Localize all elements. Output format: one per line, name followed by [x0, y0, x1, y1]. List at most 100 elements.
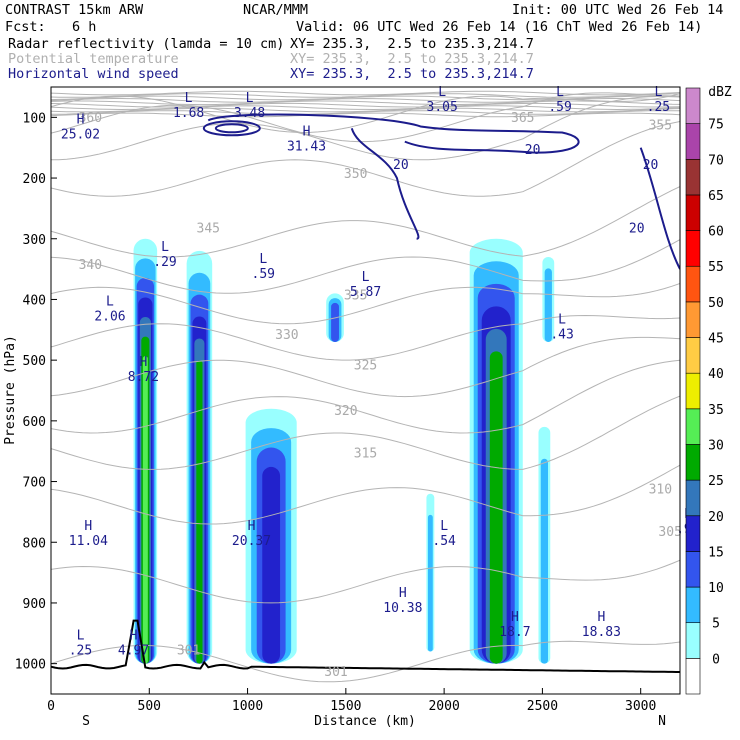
x-tick-label: 500: [138, 699, 161, 714]
field-reflectivity-name: Radar reflectivity (lamda = 10 cm): [8, 36, 285, 52]
colorbar-label-25: 25: [708, 474, 724, 489]
extremum-8-kind: L: [259, 252, 267, 267]
colorbar-label-75: 75: [708, 118, 724, 133]
extremum-1-kind: L: [185, 91, 193, 106]
extremum-16-kind: L: [440, 519, 448, 534]
colorbar-swatch-0: [685, 658, 701, 695]
wind-contour-north: [639, 147, 680, 270]
center-label: NCAR/MMM: [243, 2, 309, 18]
wind-contour-ring-inner: [214, 123, 249, 134]
theta-label-301: 301: [324, 665, 347, 680]
theta-label-325: 325: [354, 358, 377, 373]
theta-contour-325: [51, 336, 680, 398]
colorbar-swatch-6: [685, 444, 701, 481]
theta-contour-upper: [51, 95, 680, 101]
extremum-15-kind: H: [248, 519, 256, 534]
colorbar-label-60: 60: [708, 225, 724, 240]
fcst-value: 6 h: [72, 19, 97, 35]
colorbar-label-30: 30: [708, 438, 724, 453]
reflectivity-cell-7-level-10: [544, 268, 552, 342]
theta-contours: [51, 90, 680, 683]
wind-contour-labels: 20 20 20 20: [393, 143, 658, 237]
colorbar-swatch-16: [685, 87, 701, 124]
colorbar-swatch-13: [685, 194, 701, 231]
wind-contour-ring: [202, 120, 261, 137]
field-theta-xy: XY= 235.3, 2.5 to 235.3,214.7: [290, 51, 534, 67]
extremum-2-kind: L: [246, 91, 254, 106]
y-tick-label: 300: [23, 233, 46, 248]
extremum-7-value: .29: [153, 255, 176, 270]
extremum-5-value: .59: [548, 100, 571, 115]
wind-label-3: 20: [643, 158, 659, 173]
x-end-label-north: N: [658, 714, 666, 729]
extremum-10-kind: L: [106, 295, 114, 310]
reflectivity-cell-1-level-30: [196, 360, 203, 664]
theta-contour-315: [51, 395, 680, 470]
colorbar-label-0: 0: [712, 652, 720, 667]
extremum-1-value: 1.68: [173, 106, 204, 121]
extremum-12-kind: H: [139, 355, 147, 370]
wind-contour-trough: [350, 127, 420, 240]
theta-contour-upper: [51, 105, 680, 111]
colorbar-swatch-4: [685, 515, 701, 552]
extremum-0-kind: H: [77, 112, 85, 127]
theta-contour-350: [51, 121, 680, 197]
colorbar-unit: dBZ: [708, 85, 732, 100]
x-axis-title: Distance (km): [314, 714, 416, 729]
extremum-9-value: 5.87: [350, 285, 381, 300]
extremum-11-kind: L: [558, 313, 566, 328]
field-theta-name: Potential temperature: [8, 51, 179, 67]
colorbar-swatch-5: [685, 479, 701, 517]
reflectivity-cell-0-level-35: [142, 356, 148, 664]
model-title: CONTRAST 15km ARW: [5, 2, 144, 18]
field-wind-name: Horizontal wind speed: [8, 66, 179, 82]
theta-contour-upper: [51, 107, 680, 113]
theta-contour-335: [51, 283, 680, 325]
extremum-18-value: 18.7: [499, 625, 530, 640]
theta-contour-355: [51, 96, 680, 161]
x-axis: 0 500 1000 1500 2000 2500 3000: [47, 688, 656, 714]
colorbar-label-55: 55: [708, 260, 724, 275]
extremum-8-value: .59: [252, 267, 275, 282]
y-tick-label: 1000: [15, 658, 46, 673]
extremum-21-value: 4.97: [118, 643, 149, 658]
x-end-label-south: S: [82, 714, 90, 729]
extremum-18-kind: H: [511, 610, 519, 625]
valid-time: Valid: 06 UTC Wed 26 Feb 14 (16 ChT Wed …: [296, 19, 703, 35]
y-tick-label: 800: [23, 536, 46, 551]
theta-label-305: 305: [658, 525, 681, 540]
y-tick-label: 200: [23, 172, 46, 187]
extremum-6-kind: L: [654, 85, 662, 100]
y-tick-label: 600: [23, 415, 46, 430]
reflectivity-cell-2-level-20: [262, 466, 281, 664]
wind-contour-jet: [207, 113, 580, 154]
theta-label-350: 350: [344, 167, 367, 182]
init-time: Init: 00 UTC Wed 26 Feb 14: [512, 2, 724, 18]
reflectivity-cell-3-level-15: [331, 302, 339, 342]
theta-contour-upper: [51, 112, 680, 118]
theta-contour-upper: [51, 110, 680, 115]
colorbar-label-40: 40: [708, 367, 724, 382]
colorbar-label-10: 10: [708, 581, 724, 596]
extremum-21-kind: H: [130, 628, 138, 643]
colorbar-swatch-3: [685, 551, 701, 588]
colorbar-label-35: 35: [708, 403, 724, 418]
y-axis: 100 200 300 400 500 600 700 800 900 1000: [15, 111, 57, 673]
extremum-17-value: 10.38: [383, 601, 422, 616]
extremum-20-value: .25: [69, 643, 92, 658]
extremum-3-value: 31.43: [287, 140, 326, 155]
colorbar-swatch-2: [685, 586, 701, 624]
extremum-4-kind: L: [438, 85, 446, 100]
x-tick-label: 1000: [232, 699, 263, 714]
wind-contours: [202, 113, 680, 270]
theta-label-301: 301: [177, 644, 200, 659]
y-axis-title: Pressure (hPa): [3, 335, 18, 445]
theta-contour-labels: 301 301 310 315 320 325 330 335 340 345 350 355 360 3…: [79, 111, 682, 680]
extremum-19-value: 18.83: [582, 625, 621, 640]
extremum-10-value: 2.06: [94, 310, 125, 325]
extremum-16-value: .54: [432, 534, 456, 549]
colorbar-swatch-14: [685, 158, 701, 196]
extremum-6-value: .25: [647, 100, 670, 115]
